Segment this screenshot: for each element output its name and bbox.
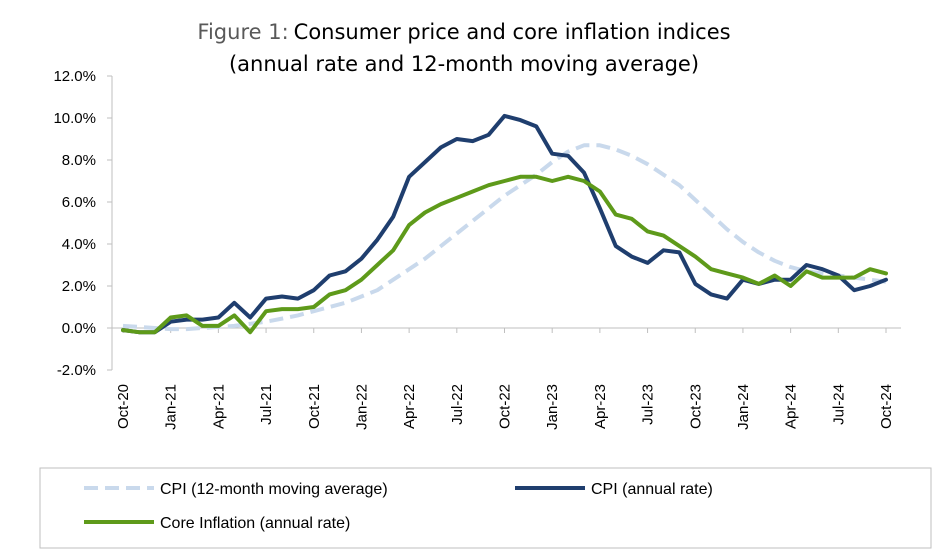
y-tick-label: 6.0% [62, 194, 96, 211]
x-tick-label: Apr-22 [401, 384, 418, 429]
x-tick-label: Jul-23 [640, 384, 657, 425]
series-line-cpi-moving-average [122, 143, 887, 332]
x-tick-label: Apr-21 [210, 384, 227, 429]
x-tick-label: Oct-23 [687, 384, 704, 429]
legend: CPI (12-month moving average) CPI (annual… [84, 481, 713, 532]
y-tick-label: 8.0% [62, 152, 96, 169]
legend-box [39, 467, 932, 549]
x-tick-label: Oct-24 [878, 384, 895, 429]
chart-title-prefix: Figure 1: [197, 20, 288, 44]
x-tick-label: Jan-22 [353, 384, 370, 430]
series-line-cpi-annual-rate [121, 113, 888, 335]
chart-title-line-2: (annual rate and 12-month moving average… [229, 52, 699, 76]
plot-area [121, 113, 888, 335]
y-tick-label: -2.0% [57, 362, 96, 379]
x-tick-label: Apr-24 [783, 384, 800, 429]
y-tick-label: 0.0% [62, 320, 96, 337]
x-tick-label: Jul-22 [449, 384, 466, 425]
x-tick-label: Jul-21 [258, 384, 275, 425]
x-tick-label: Oct-20 [115, 384, 132, 429]
y-tick-label: 4.0% [62, 236, 96, 253]
x-tick-label: Jan-21 [163, 384, 180, 430]
x-tick-label: Jan-23 [544, 384, 561, 430]
legend-label-cpi-moving-average: CPI (12-month moving average) [160, 481, 388, 498]
x-axis-ticks: Oct-20 Jan-21 Apr-21 Jul-21 Oct-21 Jan-22 Apr-… [115, 328, 895, 430]
legend-label-core-inflation: Core Inflation (annual rate) [160, 515, 350, 532]
x-tick-label: Oct-22 [497, 384, 514, 429]
y-tick-label: 10.0% [53, 110, 96, 127]
y-tick-label: 12.0% [53, 68, 96, 85]
x-tick-label: Jan-24 [735, 384, 752, 430]
chart-title-line-1: Figure 1: Consumer price and core inflati… [197, 20, 730, 44]
series-line-core-inflation [121, 174, 888, 335]
y-axis-ticks: -2.0% 0.0% 2.0% 4.0% 6.0% 8.0% 10.0% 12.0% [53, 68, 112, 379]
legend-label-cpi-annual-rate: CPI (annual rate) [591, 481, 713, 498]
x-tick-label: Apr-23 [592, 384, 609, 429]
x-tick-label: Jul-24 [830, 384, 847, 425]
x-tick-label: Oct-21 [306, 384, 323, 429]
y-tick-label: 2.0% [62, 278, 96, 295]
chart-title-main: Consumer price and core inflation indice… [294, 20, 731, 44]
